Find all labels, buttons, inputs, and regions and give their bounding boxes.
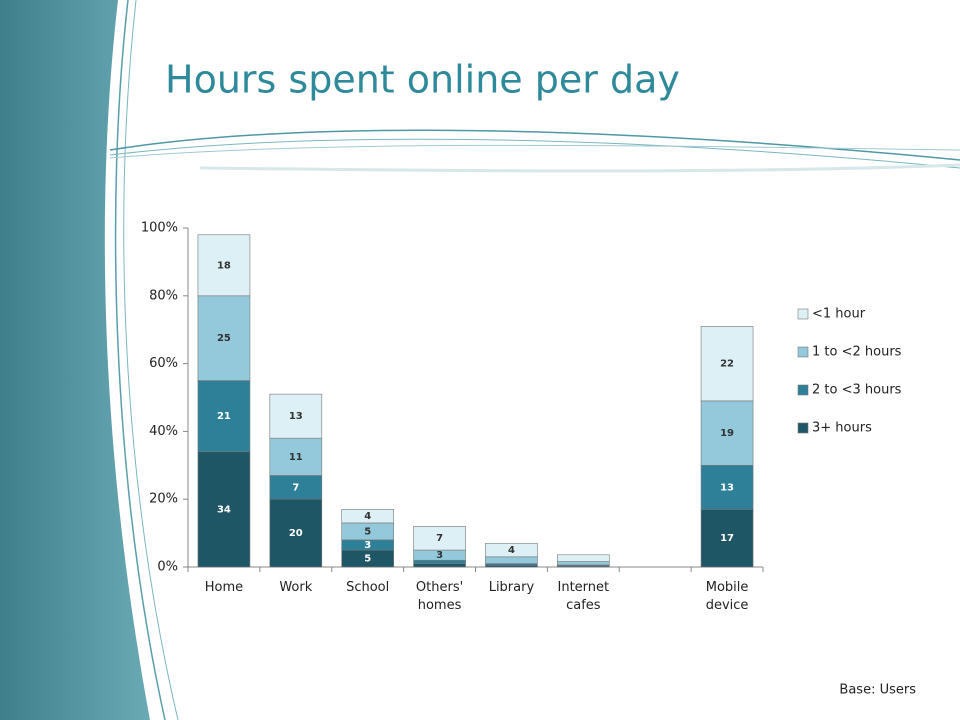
data-label: 21 bbox=[217, 411, 231, 422]
data-label: 18 bbox=[217, 260, 231, 271]
x-tick-label: Work bbox=[279, 580, 313, 595]
bar-segment bbox=[269, 393, 323, 439]
y-tick-label: 60% bbox=[149, 356, 178, 371]
legend-swatch bbox=[797, 308, 809, 320]
data-label: 20 bbox=[289, 528, 303, 539]
legend-label: 3+ hours bbox=[812, 421, 872, 436]
legend-swatch bbox=[797, 384, 809, 396]
bar-segment bbox=[197, 295, 251, 381]
bar-segment bbox=[197, 234, 251, 297]
data-label: 7 bbox=[292, 482, 299, 493]
y-tick-label: 20% bbox=[149, 492, 178, 507]
data-label: 11 bbox=[289, 452, 303, 463]
legend-label: <1 hour bbox=[812, 307, 866, 322]
bar-segment bbox=[269, 437, 323, 476]
bar-segment bbox=[485, 556, 538, 564]
bar-segment bbox=[557, 561, 610, 566]
x-tick-label: Others' homes bbox=[415, 580, 464, 613]
data-label: 5 bbox=[364, 526, 371, 537]
x-tick-label: Library bbox=[488, 580, 535, 595]
bar-segment bbox=[485, 542, 538, 558]
legend-swatch bbox=[797, 422, 809, 434]
bar-segment bbox=[269, 498, 323, 568]
bar-segment bbox=[700, 400, 754, 466]
y-tick-label: 0% bbox=[157, 560, 178, 575]
data-label: 13 bbox=[289, 411, 303, 422]
bar-segment bbox=[413, 526, 466, 551]
bar-segment bbox=[557, 554, 610, 562]
data-label: 22 bbox=[720, 359, 734, 370]
x-label-box: Internet cafes bbox=[557, 580, 610, 613]
y-tick-label: 100% bbox=[141, 221, 178, 236]
title: Hours spent online per day bbox=[165, 58, 680, 102]
x-tick-label: Mobile device bbox=[705, 580, 749, 613]
x-label-box: Work bbox=[279, 580, 313, 595]
data-label: 3 bbox=[364, 540, 371, 551]
bar-segment bbox=[700, 509, 754, 568]
data-label: 4 bbox=[508, 545, 515, 556]
x-tick-label: Home bbox=[204, 580, 244, 595]
footnote: Base: Users bbox=[839, 683, 916, 698]
bar-segment bbox=[197, 380, 251, 453]
bar-segment bbox=[197, 451, 251, 568]
x-label-box: Library bbox=[488, 580, 535, 595]
legend-swatch bbox=[797, 346, 809, 358]
data-label: 25 bbox=[217, 333, 231, 344]
bar-segment bbox=[413, 563, 466, 568]
y-tick-label: 80% bbox=[149, 288, 178, 303]
data-label: 3 bbox=[436, 550, 443, 561]
bar-segment bbox=[700, 326, 754, 402]
y-tick-label: 40% bbox=[149, 424, 178, 439]
data-label: 34 bbox=[217, 504, 231, 515]
data-label: 13 bbox=[720, 482, 734, 493]
x-label-box: Mobile device bbox=[705, 580, 749, 613]
legend-label: 1 to <2 hours bbox=[812, 345, 902, 360]
legend-label: 2 to <3 hours bbox=[812, 383, 902, 398]
bar-segment bbox=[700, 464, 754, 510]
x-label-box: Others' homes bbox=[415, 580, 464, 613]
data-label: 7 bbox=[436, 533, 443, 544]
data-label: 19 bbox=[720, 428, 734, 439]
x-label-box: Home bbox=[204, 580, 244, 595]
data-label: 17 bbox=[720, 533, 734, 544]
data-label: 5 bbox=[364, 554, 371, 565]
x-tick-label: Internet cafes bbox=[557, 580, 610, 613]
bar-segment bbox=[341, 509, 394, 524]
x-tick-label: School bbox=[346, 580, 390, 595]
data-label: 4 bbox=[364, 511, 371, 522]
x-label-box: School bbox=[346, 580, 390, 595]
